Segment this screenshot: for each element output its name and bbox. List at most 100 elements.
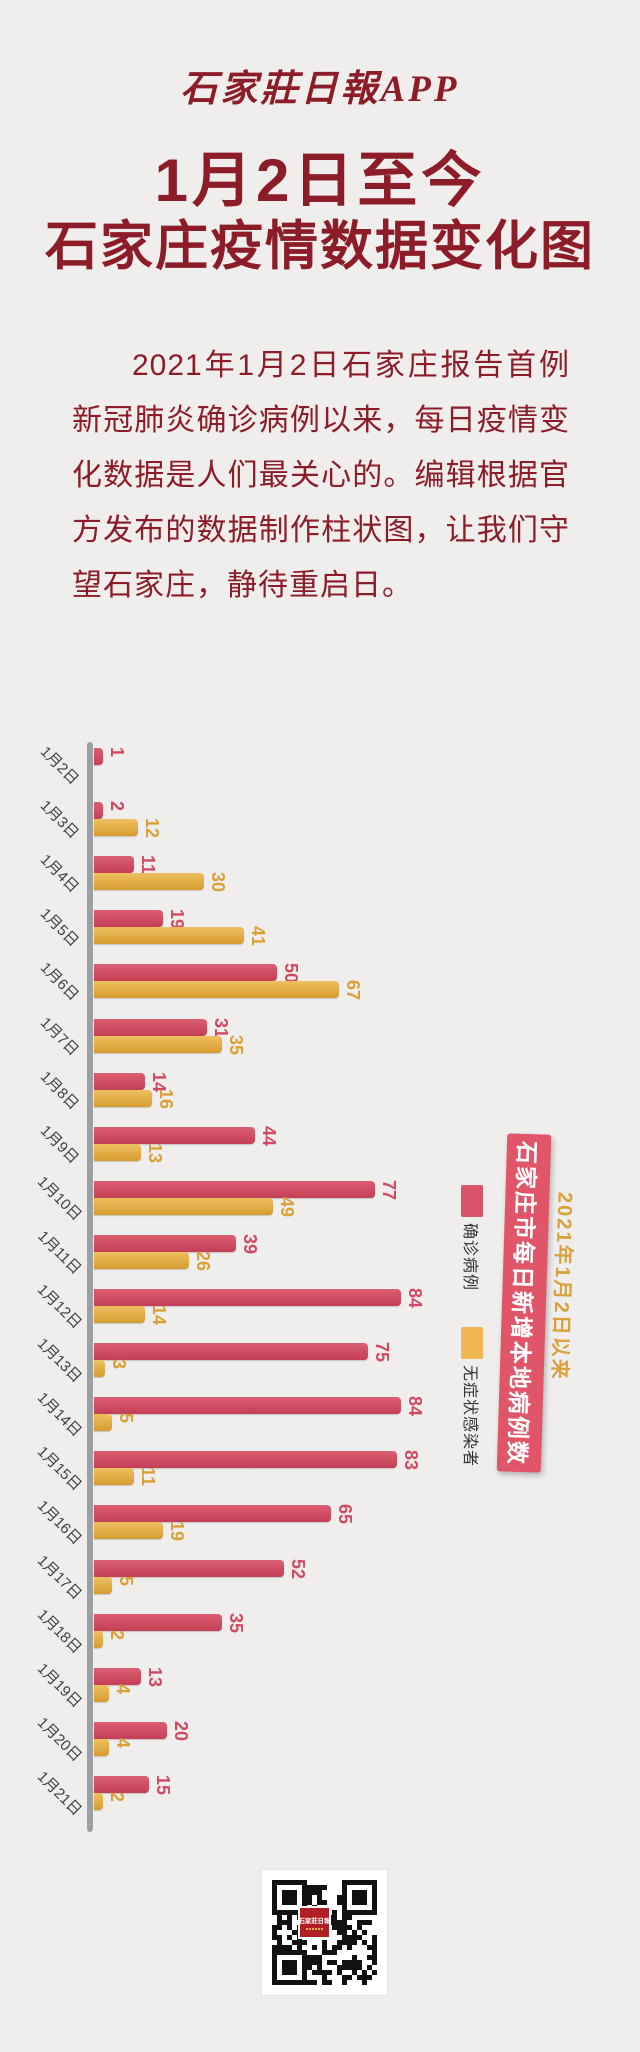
date-label: 1月12日 [33,1281,85,1333]
value-label-confirmed: 75 [372,1342,392,1363]
date-label: 1月17日 [33,1552,85,1604]
bar-asymptomatic [94,1631,103,1648]
bar-confirmed [94,1505,331,1522]
qr-code: 石家莊日報 [262,1870,387,1995]
side-banner: 石家庄市每日新增本地病例数 [496,1133,552,1473]
value-label-asymptomatic: 14 [149,1305,169,1326]
date-label: 1月14日 [33,1389,85,1441]
date-label: 1月21日 [33,1768,85,1820]
side-banner-subtitle: 2021年1月2日以来 [547,1191,576,1381]
bar-confirmed [94,964,277,981]
value-label-confirmed: 20 [171,1721,191,1742]
qr-center-logo: 石家莊日報 [298,1906,331,1939]
value-label-confirmed: 83 [401,1450,421,1471]
bar-confirmed [94,1397,401,1414]
date-label: 1月15日 [33,1443,85,1495]
value-label-asymptomatic: 41 [248,926,268,947]
bar-confirmed [94,1776,149,1793]
value-label-asymptomatic: 3 [109,1359,129,1370]
legend-item-confirmed: 确诊病例 [460,1185,484,1291]
poster-title-line1: 1月2日至今 [154,147,486,214]
bar-confirmed [94,1343,368,1360]
value-label-confirmed: 39 [240,1234,260,1255]
legend-label-confirmed: 确诊病例 [461,1223,478,1292]
bar-confirmed [94,1019,207,1036]
bar-asymptomatic [94,1739,109,1756]
value-label-confirmed: 84 [405,1288,425,1309]
bar-confirmed [94,1614,222,1631]
value-label-asymptomatic: 12 [142,818,162,839]
bar-confirmed [94,802,103,819]
bar-asymptomatic [94,1793,103,1810]
bar-asymptomatic [94,1685,109,1702]
value-label-asymptomatic: 5 [116,1576,136,1587]
value-label-asymptomatic: 67 [343,980,363,1001]
side-banner-title: 石家庄市每日新增本地病例数 [503,1140,541,1466]
date-label: 1月16日 [33,1497,85,1549]
chart-legend: 确诊病例 无症状感染者 [460,1185,484,1467]
value-label-confirmed: 35 [226,1613,246,1634]
value-label-asymptomatic: 30 [208,872,228,893]
qr-logo-text: 石家莊日報 [298,1916,331,1925]
value-label-confirmed: 31 [211,1018,231,1039]
app-logo: 石家莊日報APP [180,69,460,110]
value-label-asymptomatic: 49 [277,1197,297,1218]
date-label: 1月13日 [33,1335,85,1387]
bar-asymptomatic [94,1144,141,1161]
legend-label-asymptomatic: 无症状感染者 [461,1365,478,1468]
bar-confirmed [94,1235,236,1252]
bar-confirmed [94,910,163,927]
bar-asymptomatic [94,1198,273,1215]
bar-asymptomatic [94,1414,112,1431]
bar-asymptomatic [94,873,204,890]
date-label: 1月7日 [36,1014,82,1060]
value-label-asymptomatic: 13 [145,1143,165,1164]
bar-confirmed [94,748,103,765]
value-label-confirmed: 13 [145,1667,165,1688]
bar-confirmed [94,1451,397,1468]
legend-item-asymptomatic: 无症状感染者 [460,1327,484,1467]
value-label-confirmed: 44 [259,1126,279,1147]
value-label-asymptomatic: 11 [138,1467,158,1487]
value-label-confirmed: 77 [379,1180,399,1201]
bar-asymptomatic [94,1252,189,1269]
date-label: 1月19日 [33,1660,85,1712]
date-label: 1月11日 [34,1227,85,1278]
value-label-confirmed: 15 [153,1775,173,1796]
date-label: 1月4日 [36,851,82,897]
bar-asymptomatic [94,1522,163,1539]
value-label-confirmed: 14 [149,1072,169,1093]
value-label-asymptomatic: 35 [226,1035,246,1056]
value-label-asymptomatic: 4 [113,1684,133,1695]
value-label-confirmed: 65 [335,1504,355,1525]
date-label: 1月20日 [33,1714,85,1766]
date-label: 1月18日 [33,1606,85,1658]
bar-asymptomatic [94,819,138,836]
bar-confirmed [94,1722,167,1739]
value-label-asymptomatic: 5 [116,1413,136,1424]
date-label: 1月10日 [33,1173,85,1225]
bar-confirmed [94,1668,141,1685]
bar-asymptomatic [94,1577,112,1594]
value-label-confirmed: 50 [281,963,301,984]
chart-axis-line [87,742,93,1832]
date-label: 1月9日 [36,1122,82,1168]
bar-asymptomatic [94,1306,145,1323]
bar-confirmed [94,1289,401,1306]
value-label-asymptomatic: 26 [193,1251,213,1272]
date-label: 1月6日 [36,959,82,1005]
bar-asymptomatic [94,1360,105,1377]
bar-confirmed [94,1127,255,1144]
date-label: 1月8日 [36,1068,82,1114]
value-label-asymptomatic: 2 [107,1792,127,1803]
bar-asymptomatic [94,981,339,998]
value-label-confirmed: 19 [167,909,187,930]
value-label-confirmed: 84 [405,1396,425,1417]
qr-logo-divider [305,1927,324,1930]
legend-swatch-confirmed [461,1185,483,1217]
legend-swatch-asymptomatic [461,1327,483,1360]
bar-confirmed [94,1181,375,1198]
date-label: 1月2日 [36,743,82,789]
value-label-confirmed: 52 [288,1559,308,1580]
